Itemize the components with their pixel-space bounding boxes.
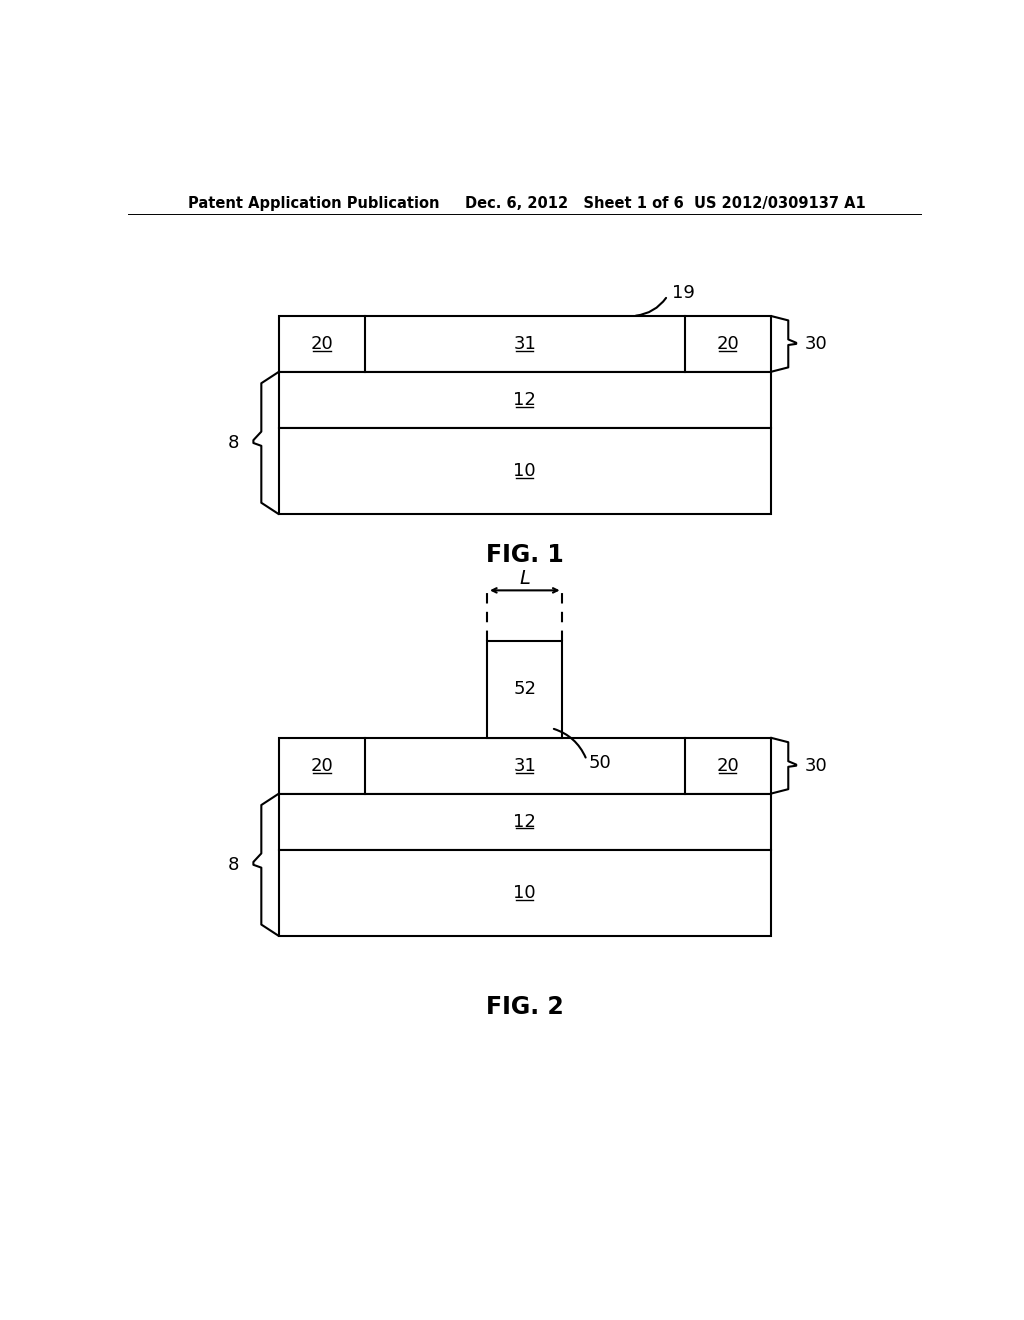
Text: Patent Application Publication: Patent Application Publication — [187, 195, 439, 211]
Text: 20: 20 — [310, 335, 333, 352]
Bar — [487, 642, 562, 738]
Bar — [279, 793, 771, 850]
Bar — [279, 428, 771, 515]
Text: 19: 19 — [672, 284, 694, 301]
Text: 10: 10 — [513, 884, 537, 902]
Text: $L$: $L$ — [519, 569, 530, 587]
Text: 12: 12 — [513, 813, 537, 830]
Text: 8: 8 — [228, 434, 240, 451]
Text: 12: 12 — [513, 391, 537, 409]
Text: FIG. 1: FIG. 1 — [486, 543, 563, 566]
Bar — [279, 850, 771, 936]
Text: 30: 30 — [805, 335, 827, 352]
Text: 31: 31 — [513, 335, 537, 352]
Text: 31: 31 — [513, 756, 537, 775]
Text: 20: 20 — [717, 335, 739, 352]
Bar — [279, 315, 771, 372]
Bar — [279, 372, 771, 428]
Text: 20: 20 — [717, 756, 739, 775]
Text: 20: 20 — [310, 756, 333, 775]
Text: 50: 50 — [588, 754, 611, 772]
Text: Dec. 6, 2012   Sheet 1 of 6: Dec. 6, 2012 Sheet 1 of 6 — [465, 195, 684, 211]
Text: 10: 10 — [513, 462, 537, 480]
Text: 8: 8 — [228, 855, 240, 874]
Text: 52: 52 — [513, 681, 537, 698]
Bar — [279, 738, 771, 793]
Text: 30: 30 — [805, 756, 827, 775]
Text: US 2012/0309137 A1: US 2012/0309137 A1 — [694, 195, 866, 211]
Text: FIG. 2: FIG. 2 — [486, 995, 563, 1019]
